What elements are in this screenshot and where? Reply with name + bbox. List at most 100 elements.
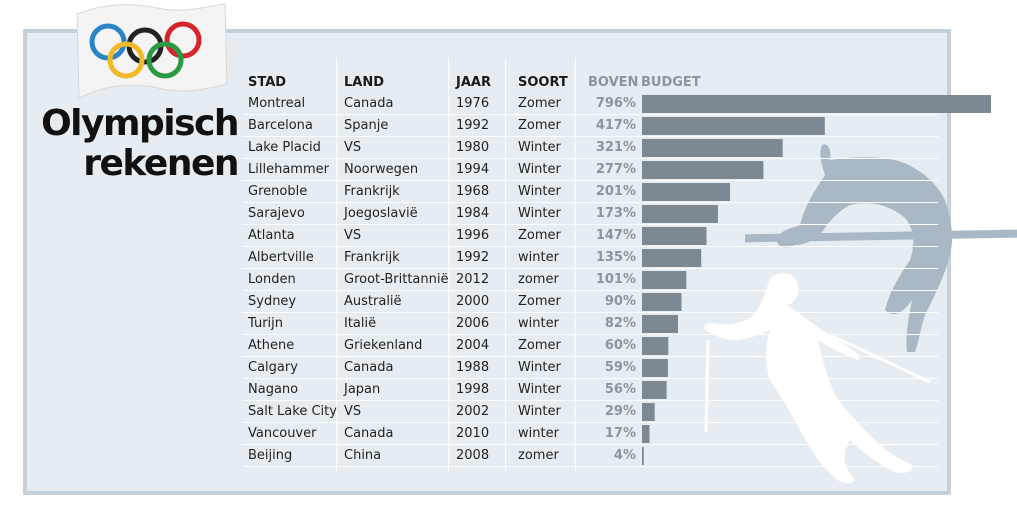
table-row: Londen Groot-Brittannië 2012 zomer 101%	[243, 269, 943, 291]
table-row: Nagano Japan 1998 Winter 56%	[243, 379, 943, 401]
cell-land: China	[344, 448, 382, 463]
row-divider	[243, 114, 938, 115]
data-label: 60%	[604, 338, 636, 353]
cell-jaar: 2006	[456, 316, 490, 331]
cell-land: Canada	[344, 426, 394, 441]
column-separator	[336, 59, 337, 471]
cell-jaar: 1980	[456, 140, 490, 155]
row-divider	[243, 246, 938, 247]
cell-jaar: 2002	[456, 404, 490, 419]
cell-jaar: 2008	[456, 448, 490, 463]
table-row: Sarajevo Joegoslavië 1984 Winter 173%	[243, 203, 943, 225]
data-label: 29%	[604, 404, 636, 419]
cell-jaar: 1992	[456, 118, 490, 133]
cell-soort: Winter	[518, 162, 561, 177]
row-divider	[243, 158, 938, 159]
row-divider	[243, 180, 938, 181]
cell-soort: Winter	[518, 140, 561, 155]
row-divider	[243, 444, 938, 445]
cell-soort: winter	[518, 250, 559, 265]
cell-stad: Beijing	[248, 448, 293, 463]
table-row: Barcelona Spanje 1992 Zomer 417%	[243, 115, 943, 137]
data-label: 90%	[604, 294, 636, 309]
column-separator	[505, 59, 506, 471]
cell-land: Griekenland	[344, 338, 423, 353]
cell-soort: Winter	[518, 206, 561, 221]
table-row: Montreal Canada 1976 Zomer 796%	[243, 93, 943, 115]
cell-stad: Lake Placid	[248, 140, 321, 155]
table-row: Lillehammer Noorwegen 1994 Winter 277%	[243, 159, 943, 181]
olympic-flag-icon	[76, 3, 228, 99]
row-divider	[243, 334, 938, 335]
column-separator	[575, 59, 576, 471]
table-row: Grenoble Frankrijk 1968 Winter 201%	[243, 181, 943, 203]
title-line-2: rekenen	[83, 143, 239, 184]
data-label: 417%	[595, 118, 636, 133]
cell-stad: Calgary	[248, 360, 298, 375]
cell-stad: Londen	[248, 272, 296, 287]
cell-jaar: 2004	[456, 338, 490, 353]
table-row: Beijing China 2008 zomer 4%	[243, 445, 943, 467]
cell-land: Groot-Brittannië	[344, 272, 449, 287]
cell-land: Joegoslavië	[344, 206, 418, 221]
cell-stad: Atlanta	[248, 228, 295, 243]
header-budget: BUDGET	[641, 75, 701, 90]
cell-stad: Vancouver	[248, 426, 317, 441]
data-label: 17%	[604, 426, 636, 441]
header-boven: BOVEN	[588, 75, 639, 90]
header-land: LAND	[344, 75, 385, 90]
cell-land: Frankrijk	[344, 250, 400, 265]
cell-land: VS	[344, 228, 362, 243]
cell-land: VS	[344, 140, 362, 155]
data-label: 59%	[604, 360, 636, 375]
cell-soort: Winter	[518, 382, 561, 397]
cell-jaar: 2000	[456, 294, 490, 309]
cell-stad: Athene	[248, 338, 295, 353]
cell-stad: Montreal	[248, 96, 306, 111]
high-jumper-icon	[744, 144, 1017, 352]
data-label: 796%	[595, 96, 636, 111]
cell-land: Spanje	[344, 118, 389, 133]
cell-stad: Turijn	[248, 316, 284, 331]
row-divider	[243, 224, 938, 225]
cell-soort: zomer	[518, 272, 559, 287]
data-label: 277%	[595, 162, 636, 177]
cell-jaar: 1984	[456, 206, 490, 221]
cell-jaar: 1988	[456, 360, 490, 375]
data-label: 147%	[595, 228, 636, 243]
table-row: Vancouver Canada 2010 winter 17%	[243, 423, 943, 445]
cell-stad: Albertville	[248, 250, 314, 265]
ski-pole-right	[829, 333, 931, 384]
row-divider	[243, 268, 938, 269]
cell-land: VS	[344, 404, 362, 419]
cell-jaar: 1992	[456, 250, 490, 265]
row-divider	[243, 202, 938, 203]
table-row: Athene Griekenland 2004 Zomer 60%	[243, 335, 943, 357]
row-divider	[243, 422, 938, 423]
cell-soort: Zomer	[518, 118, 561, 133]
column-separator	[448, 59, 449, 471]
row-divider	[243, 136, 938, 137]
cell-soort: zomer	[518, 448, 559, 463]
row-divider	[243, 290, 938, 291]
header-stad: STAD	[248, 75, 287, 90]
cell-land: Canada	[344, 96, 394, 111]
cell-jaar: 1996	[456, 228, 490, 243]
data-label: 173%	[595, 206, 636, 221]
cell-jaar: 2012	[456, 272, 490, 287]
cell-soort: winter	[518, 316, 559, 331]
cell-stad: Salt Lake City	[248, 404, 337, 419]
cell-land: Noorwegen	[344, 162, 419, 177]
data-label: 56%	[604, 382, 636, 397]
row-divider	[243, 378, 938, 379]
row-divider	[243, 400, 938, 401]
ski-pole-left	[704, 339, 710, 433]
page-title: Olympisch rekenen	[38, 104, 239, 184]
cell-jaar: 1998	[456, 382, 490, 397]
cell-jaar: 1976	[456, 96, 490, 111]
data-label: 135%	[595, 250, 636, 265]
header-soort: SOORT	[518, 75, 568, 90]
cell-land: Italië	[344, 316, 377, 331]
cell-jaar: 1968	[456, 184, 490, 199]
data-label: 101%	[595, 272, 636, 287]
